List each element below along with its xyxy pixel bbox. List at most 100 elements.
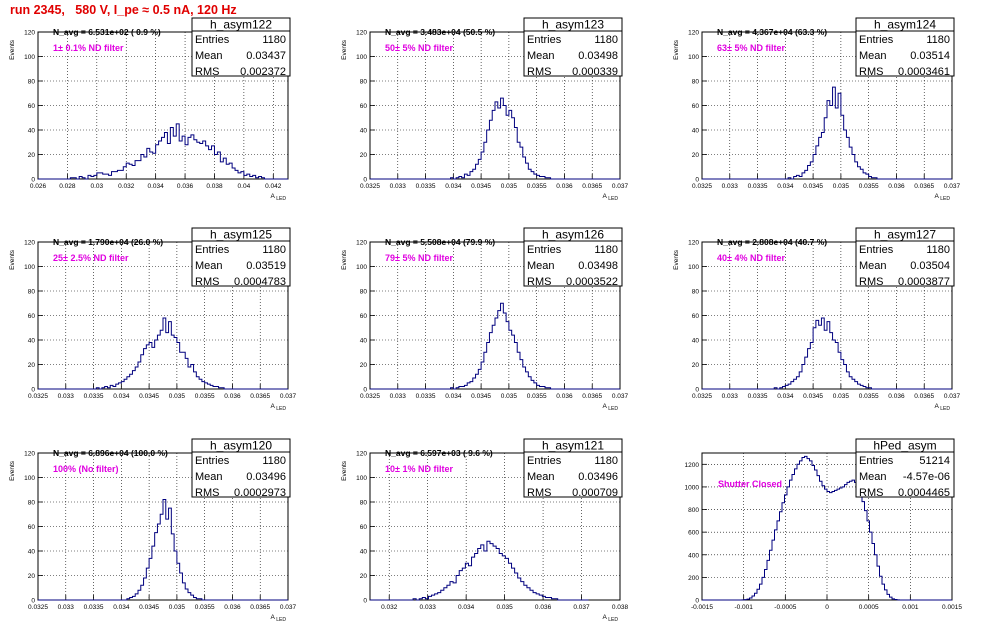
y-tick-label: 20 — [692, 152, 700, 159]
y-tick-label: 80 — [28, 500, 36, 507]
x-tick-label: 0.034 — [113, 604, 130, 611]
stat-label: Entries — [195, 34, 230, 46]
x-tick-label: 0.036 — [556, 183, 573, 190]
x-tick-label: 0.0365 — [250, 393, 270, 400]
x-tick-label: 0.034 — [445, 393, 462, 400]
x-tick-label: 0.036 — [224, 393, 241, 400]
stat-value: 0.03498 — [578, 260, 618, 272]
histogram-line — [38, 123, 288, 180]
x-tick-label: 0.0345 — [139, 604, 159, 611]
y-tick-label: 100 — [24, 54, 35, 61]
x-tick-label: 0.036 — [177, 183, 194, 190]
y-tick-label: 120 — [24, 240, 35, 247]
histogram-line — [702, 317, 952, 390]
stats-box-frame — [855, 17, 955, 77]
stat-label: Mean — [527, 260, 555, 272]
stat-label: Entries — [527, 455, 562, 467]
x-tick-label: 0.026 — [30, 183, 47, 190]
stat-value: 0.000339 — [572, 66, 618, 78]
x-tick-label: 0.035 — [833, 393, 850, 400]
stat-value: 0.03519 — [246, 260, 286, 272]
n-avg-annotation: N_avg = 6.896e+04 (100.0 %) — [53, 448, 168, 458]
x-tick-label: 0.033 — [722, 393, 739, 400]
stats-box-title: h_asym120 — [210, 439, 272, 453]
x-axis-title: A LED — [935, 193, 951, 202]
y-tick-label: 40 — [360, 338, 368, 345]
x-tick-label: 0.0015 — [942, 604, 962, 611]
stat-label: Mean — [527, 471, 555, 483]
x-tick-label: 0.0345 — [803, 183, 823, 190]
filter-label: 100% (No filter) — [53, 464, 119, 474]
x-tick-label: 0.0355 — [859, 183, 879, 190]
x-axis-title: A LED — [603, 193, 619, 202]
x-tick-label: -0.0005 — [774, 604, 796, 611]
y-tick-label: 80 — [360, 289, 368, 296]
stat-label: RMS — [195, 276, 219, 288]
x-tick-label: 0.037 — [573, 604, 590, 611]
stat-label: RMS — [527, 66, 551, 78]
x-tick-label: 0.033 — [420, 604, 437, 611]
x-tick-label: 0.04 — [238, 183, 251, 190]
y-tick-label: 20 — [28, 573, 36, 580]
stat-label: Entries — [527, 244, 562, 256]
y-tick-label: 120 — [24, 451, 35, 458]
x-tick-label: 0.0335 — [84, 604, 104, 611]
y-tick-label: 60 — [28, 103, 36, 110]
filter-label: 10± 1% ND filter — [385, 464, 453, 474]
x-tick-label: 0.035 — [169, 393, 186, 400]
filter-label: 63± 5% ND filter — [717, 43, 785, 53]
stat-label: Entries — [859, 244, 894, 256]
y-tick-label: 0 — [31, 598, 35, 605]
stat-value: -4.57e-06 — [903, 471, 950, 483]
stats-box-title: h_asym127 — [874, 228, 936, 242]
y-tick-label: 60 — [360, 103, 368, 110]
stats-box: hPed_asym Entries 51214 Mean -4.57e-06 RMS 0.0… — [855, 438, 955, 499]
y-tick-label: 0 — [363, 598, 367, 605]
x-tick-label: 0.033 — [390, 183, 407, 190]
y-tick-label: 40 — [28, 128, 36, 135]
x-tick-label: 0.037 — [280, 604, 297, 611]
y-tick-label: 400 — [688, 552, 699, 559]
histogram-panel-h_asym125: 0.0325 0.033 0.0335 0.034 0.0345 0.035 0.0355 0… — [9, 227, 297, 412]
stats-box: h_asym121 Entries 1180 Mean 0.03496 RMS 0.0007… — [523, 438, 623, 499]
filter-label: 25± 2.5% ND filter — [53, 253, 129, 263]
stats-box: h_asym123 Entries 1180 Mean 0.03498 RMS 0.0003… — [523, 17, 623, 78]
y-tick-label: 120 — [356, 240, 367, 247]
n-avg-annotation: N_avg = 1.790e+04 (26.0 %) — [53, 237, 163, 247]
filter-label: 1± 0.1% ND filter — [53, 43, 124, 53]
x-tick-label: 0.0365 — [250, 604, 270, 611]
stat-label: RMS — [195, 487, 219, 499]
stats-box-frame — [523, 227, 623, 287]
stat-value: 0.03498 — [578, 50, 618, 62]
x-tick-label: -0.0015 — [691, 604, 713, 611]
x-tick-label: 0.0335 — [748, 183, 768, 190]
histogram-line — [38, 499, 288, 601]
x-tick-label: 0.0335 — [416, 183, 436, 190]
y-tick-label: 100 — [24, 475, 35, 482]
y-tick-label: 20 — [692, 362, 700, 369]
x-tick-label: 0.036 — [888, 393, 905, 400]
stats-box-frame — [523, 438, 623, 498]
stats-box-title: h_asym126 — [542, 228, 604, 242]
y-tick-label: 80 — [28, 79, 36, 86]
histogram-line — [370, 97, 620, 180]
histogram-panel-h_asym126: 0.0325 0.033 0.0335 0.034 0.0345 0.035 0.0355 0… — [341, 227, 629, 412]
x-tick-label: 0.0325 — [692, 183, 712, 190]
x-tick-label: 0.037 — [612, 393, 629, 400]
n-avg-annotation: N_avg = 5.508e+04 (79.9 %) — [385, 237, 495, 247]
filter-label: 40± 4% ND filter — [717, 253, 785, 263]
stat-label: Entries — [195, 244, 230, 256]
stats-box-title: h_asym123 — [542, 18, 604, 32]
stat-value: 0.03496 — [246, 471, 286, 483]
y-tick-label: 0 — [31, 177, 35, 184]
filter-label: 79± 5% ND filter — [385, 253, 453, 263]
x-tick-label: 0.033 — [58, 393, 75, 400]
plot-frame — [369, 31, 621, 180]
x-axis-title: A LED — [603, 614, 619, 622]
histogram-panel-hPed_asym: -0.0015 -0.001 -0.0005 0 0.0005 0.001 0.0015 0 2… — [685, 438, 962, 611]
x-tick-label: 0.035 — [496, 604, 513, 611]
stat-value: 0.0004465 — [898, 487, 950, 499]
stat-value: 0.002372 — [240, 66, 286, 78]
histogram-panel-h_asym120: 0.0325 0.033 0.0335 0.034 0.0345 0.035 0.0355 0… — [9, 438, 297, 622]
